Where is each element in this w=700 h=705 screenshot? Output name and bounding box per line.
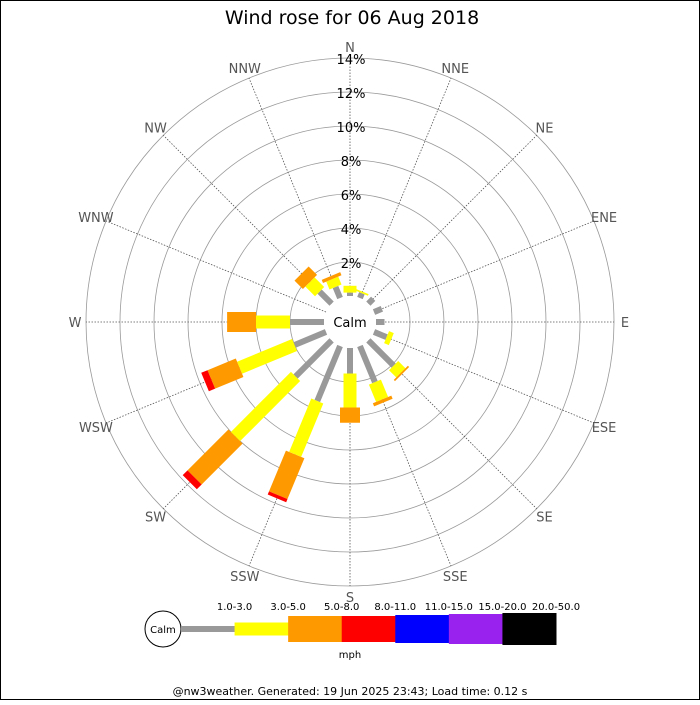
petal-segment-ssw-1.0-3.0 (314, 344, 343, 403)
radial-tick-label: 10% (337, 121, 366, 136)
petal-segment-nw-3.0-5.0 (305, 277, 325, 297)
direction-label-w: W (69, 316, 82, 331)
direction-label-ssw: SSW (230, 570, 260, 585)
direction-label-ne: NE (535, 122, 553, 137)
petal-segment-wsw-8.0-11.0 (201, 370, 216, 392)
legend-swatch-8.0-11.0 (341, 616, 396, 642)
grid-spoke (105, 220, 327, 313)
chart-title: Wind rose for 06 Aug 2018 (225, 7, 479, 29)
petal-segment-se-1.0-3.0 (366, 338, 396, 368)
legend-swatch-1.0-3.0 (181, 626, 236, 632)
petal-segment-ne-1.0-3.0 (366, 296, 376, 306)
legend-unit: mph (339, 650, 361, 661)
radial-tick-label: 8% (341, 155, 362, 170)
direction-labels: N NNE NE ENE E ESE SE SSE S SSW SW WSW W WNW NW NNW (69, 41, 630, 606)
petal-segment-wsw-3.0-5.0 (237, 338, 298, 374)
direction-label-wsw: WSW (79, 421, 113, 436)
petal-segment-ese-3.0-5.0 (384, 331, 394, 346)
petal-segment-ssw-3.0-5.0 (289, 398, 324, 457)
calm-circle (325, 297, 375, 347)
legend-label-15.0-20.0: 15.0-20.0 (478, 602, 526, 613)
radial-tick-labels: 2% 4% 6% 8% 10% 12% 14% (337, 53, 366, 272)
direction-label-s: S (346, 591, 354, 606)
grid-spoke (373, 220, 595, 313)
radial-tick-label: 2% (341, 257, 362, 272)
petal-segment-sw-1.0-3.0 (293, 338, 334, 379)
petal-segment-nnw-5.0-8.0 (321, 272, 342, 283)
petal-segment-nnw-3.0-5.0 (326, 276, 342, 290)
radial-grid (85, 57, 615, 587)
petal-segment-ssw-8.0-11.0 (267, 491, 288, 503)
legend-calm-label: Calm (150, 625, 176, 636)
petal-segment-wsw-5.0-8.0 (207, 358, 244, 389)
legend-swatch-5.0-8.0 (288, 616, 343, 642)
direction-label-nnw: NNW (229, 62, 261, 77)
calm-label: Calm (333, 316, 366, 331)
petal-segment-se-5.0-8.0 (393, 365, 410, 382)
grid-spoke (248, 77, 341, 299)
petal-segment-nw-5.0-8.0 (294, 266, 318, 290)
grid-spoke (373, 331, 595, 424)
legend-swatch-15.0-20.0 (448, 614, 503, 644)
legend-label-5.0-8.0: 5.0-8.0 (324, 602, 359, 613)
grid-ring (153, 125, 547, 519)
petal-segment-sse-1.0-3.0 (357, 344, 378, 384)
calm-center: Calm (325, 297, 375, 347)
legend-label-1.0-3.0: 1.0-3.0 (217, 602, 252, 613)
direction-label-sse: SSE (443, 570, 468, 585)
direction-label-ene: ENE (591, 211, 617, 226)
petal-segment-sw-5.0-8.0 (187, 429, 243, 485)
direction-label-e: E (621, 316, 629, 331)
petal-segment-nw-1.0-3.0 (317, 289, 334, 306)
legend-label-3.0-5.0: 3.0-5.0 (270, 602, 305, 613)
petal-segment-sse-3.0-5.0 (368, 379, 389, 402)
legend-swatch-3.0-5.0 (234, 622, 289, 636)
direction-label-n: N (345, 41, 355, 56)
direction-label-se: SE (536, 510, 552, 525)
petal-segment-ese-1.0-3.0 (372, 329, 388, 340)
petal-segment-nne-3.0-5.0 (355, 289, 369, 296)
petal-segment-nne-1.0-3.0 (357, 292, 365, 300)
direction-label-ese: ESE (592, 421, 617, 436)
petal-segment-se-3.0-5.0 (389, 361, 406, 378)
speed-legend: Calm 1.0-3.0 3.0-5.0 5.0-8.0 8.0-11.0 11.0-15… (144, 602, 580, 661)
grid-spoke (368, 135, 537, 304)
radial-tick-label: 14% (337, 53, 366, 68)
petal-segment-ssw-5.0-8.0 (269, 450, 305, 500)
legend-label-11.0-15.0: 11.0-15.0 (425, 602, 473, 613)
petal-segment-sw-3.0-5.0 (230, 371, 301, 442)
footer-text: @nw3weather. Generated: 19 Jun 2025 23:4… (173, 685, 528, 698)
petal-segment-ene-1.0-3.0 (372, 306, 384, 315)
legend-swatch-11.0-15.0 (395, 615, 450, 643)
radial-tick-label: 4% (341, 223, 362, 238)
legend-swatch-20.0-50.0 (502, 613, 557, 645)
direction-label-nne: NNE (441, 62, 469, 77)
wind-petals (182, 266, 410, 503)
direction-label-sw: SW (145, 510, 166, 525)
grid-spoke (359, 77, 452, 299)
direction-label-wnw: WNW (78, 211, 114, 226)
legend-label-20.0-50.0: 20.0-50.0 (532, 602, 580, 613)
petal-segment-wsw-1.0-3.0 (293, 329, 328, 348)
legend-label-8.0-11.0: 8.0-11.0 (374, 602, 416, 613)
radial-tick-label: 6% (341, 189, 362, 204)
radial-tick-label: 12% (337, 87, 366, 102)
petal-segment-sw-8.0-11.0 (182, 470, 202, 490)
petal-segment-nnw-1.0-3.0 (332, 285, 343, 300)
petal-segment-sse-5.0-8.0 (372, 395, 393, 407)
direction-label-nw: NW (144, 122, 167, 137)
